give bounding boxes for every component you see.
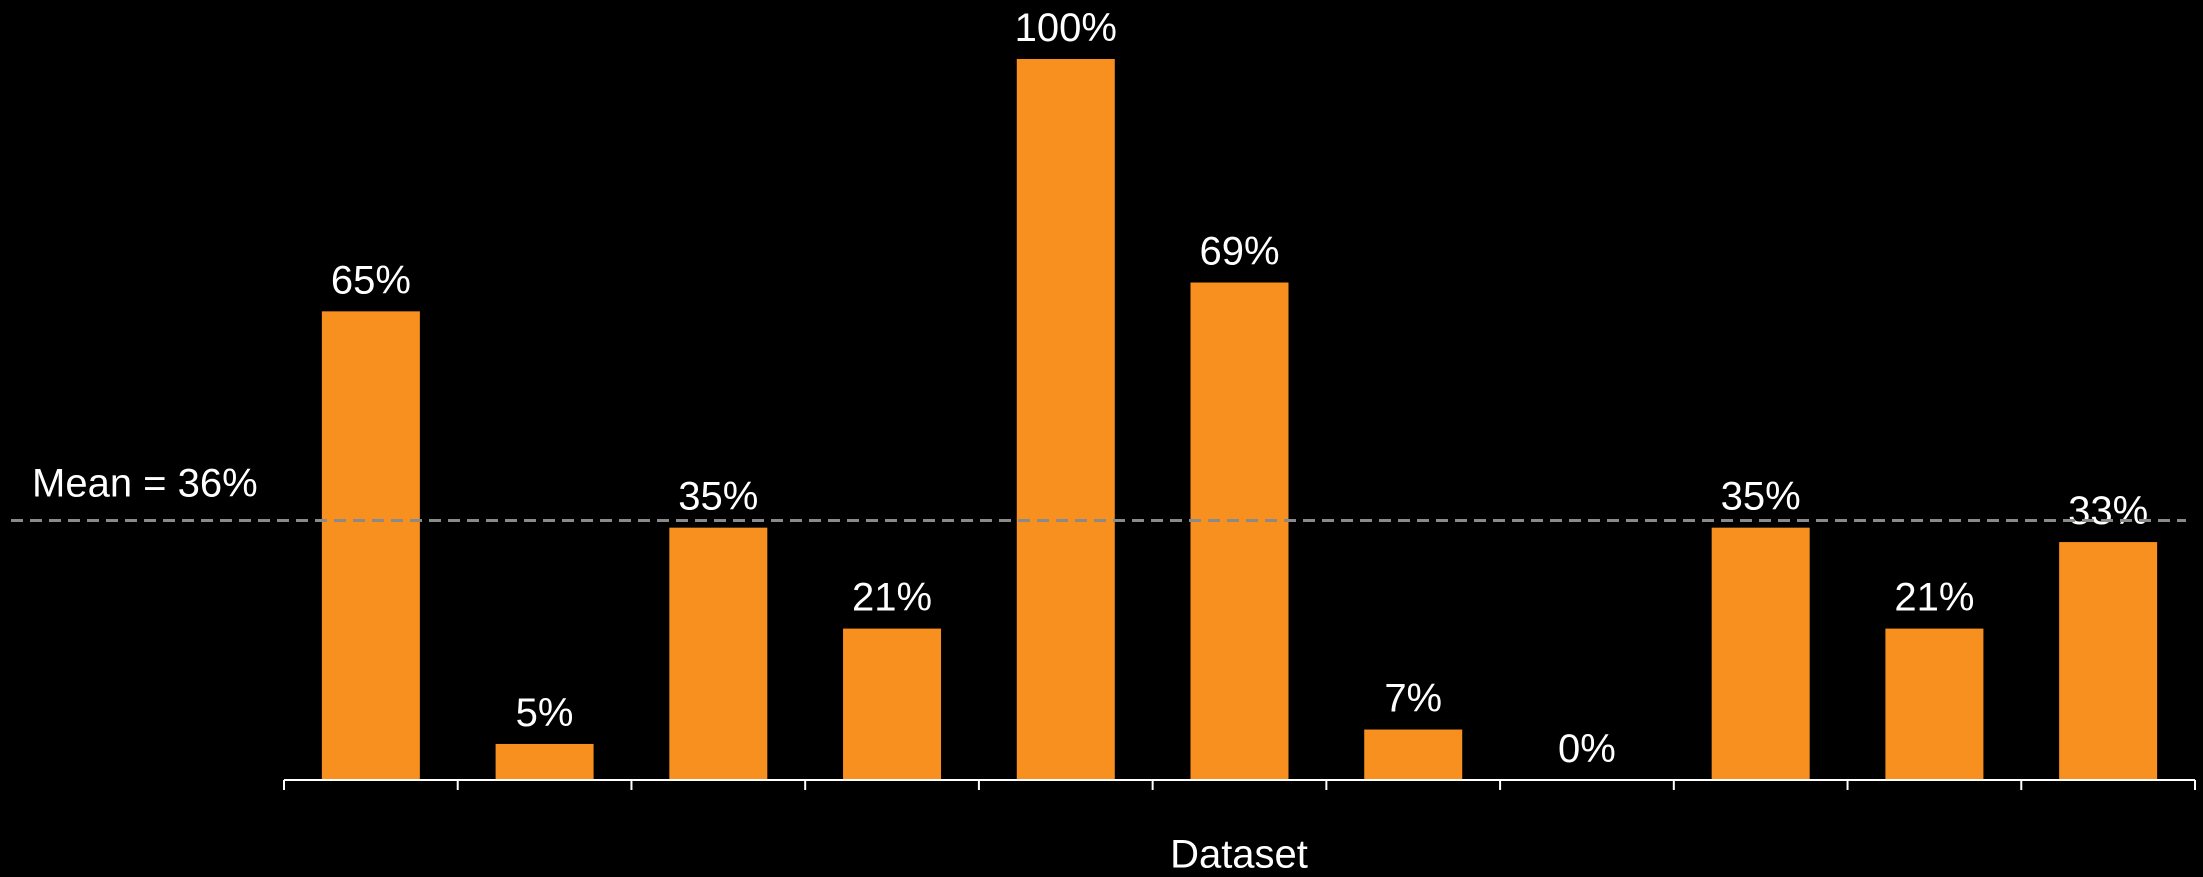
bar [321, 311, 420, 780]
bar [1711, 527, 1810, 780]
value-label: 35% [678, 475, 758, 519]
x-axis-label: Dataset [1170, 833, 1308, 877]
value-label: 33% [2068, 489, 2148, 533]
bar [1364, 729, 1463, 780]
mean-label: Mean = 36% [32, 461, 258, 505]
bar [2059, 542, 2158, 780]
value-label: 5% [516, 691, 574, 735]
bar [1190, 282, 1289, 780]
bar [1016, 59, 1115, 780]
value-label: 7% [1384, 677, 1442, 721]
bar [843, 628, 942, 780]
value-label: 100% [1015, 6, 1117, 50]
bar [669, 527, 768, 780]
value-label: 35% [1721, 475, 1801, 519]
bar [495, 743, 594, 780]
value-label: 21% [852, 576, 932, 620]
value-label: 69% [1199, 230, 1279, 274]
bar [1885, 628, 1984, 780]
value-label: 65% [331, 258, 411, 302]
value-label: 21% [1894, 576, 1974, 620]
value-label: 0% [1558, 727, 1616, 771]
